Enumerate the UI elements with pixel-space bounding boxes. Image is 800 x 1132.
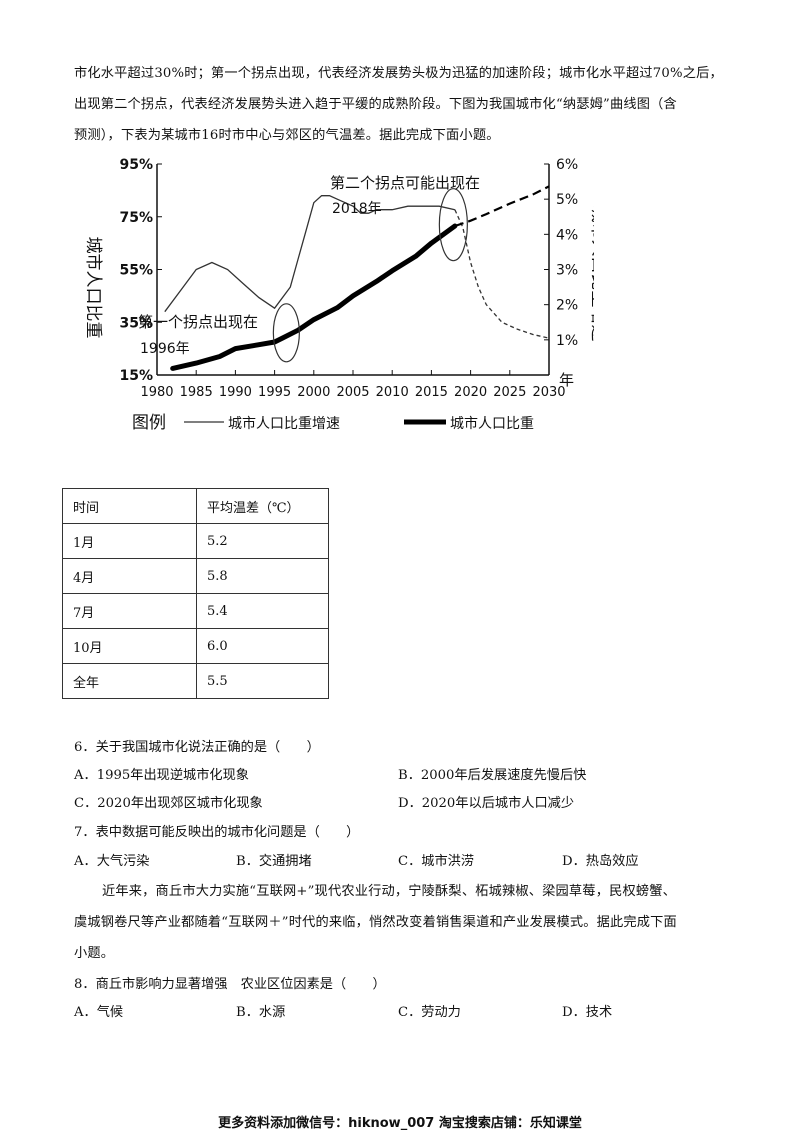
temperature-table: 时间 平均温差（℃） 1月 5.2 4月 5.8 7月 5.4 10月 6.0 … [62,488,329,699]
table-cell: 7月 [62,593,197,629]
question-6-option-a: A．1995年出现逆城市化现象 [74,768,249,783]
question-7-option-b: B．交通拥堵 [236,854,312,869]
table-header-row: 时间 平均温差（℃） [62,488,329,524]
table-row: 全年 5.5 [62,663,329,699]
question-8-option-a: A．气候 [74,1005,124,1020]
legend-urban-ratio-label: 城市人口比重 [450,415,534,432]
table-cell: 5.4 [196,593,329,629]
table-cell: 6.0 [196,628,329,664]
x-tick-label: 2000 [297,385,330,400]
passage-line: 虞城钢卷尺等产业都随着“互联网＋”时代的来临，悄然改变着销售渠道和产业发展模式。… [74,915,677,930]
x-tick-label: 2025 [493,385,526,400]
right-tick-label: 1% [556,333,578,349]
right-axis-unit: 年 [559,371,574,389]
right-tick-label: 6% [556,157,578,173]
x-tick-label: 1990 [219,385,252,400]
question-7-option-a: A．大气污染 [74,854,150,869]
question-8-option-c: C．劳动力 [398,1005,461,1020]
table-row: 1月 5.2 [62,523,329,559]
table-cell: 5.5 [196,663,329,699]
table-cell: 4月 [62,558,197,594]
x-tick-label: 1980 [140,385,173,400]
right-tick-label: 4% [556,227,578,243]
urban-ratio-forecast-line [454,185,550,228]
urban-ratio-line [170,223,458,371]
question-6-stem: 6．关于我国城市化说法正确的是（ ） [74,740,320,755]
left-tick-label: 95% [119,157,153,173]
left-axis-title: 城市人口比重 [83,237,103,339]
question-6-option-d: D．2020年以后城市人口减少 [398,796,575,811]
right-tick-label: 2% [556,298,578,314]
x-tick-label: 1985 [180,385,213,400]
left-tick-label: 15% [119,368,153,384]
passage-line: 小题。 [74,946,115,961]
legend-growth-rate-label: 城市人口比重增速 [228,415,340,432]
question-6-option-c: C．2020年出现郊区城市化现象 [74,796,263,811]
x-tick-label: 2020 [454,385,487,400]
question-7-option-c: C．城市洪涝 [398,854,475,869]
legend-title: 图例 [132,413,166,433]
table-row: 4月 5.8 [62,558,329,594]
growth-rate-line [164,195,456,313]
annotation-second-inflection: 第二个拐点可能出现在 [330,174,480,192]
table-header-cell: 平均温差（℃） [196,488,329,524]
right-tick-label: 3% [556,263,578,279]
question-8-option-d: D．技术 [562,1005,613,1020]
question-7-stem: 7．表中数据可能反映出的城市化问题是（ ） [74,825,360,840]
question-7-option-d: D．热岛效应 [562,854,639,869]
table-cell: 全年 [62,663,197,699]
question-8-stem: 8．商丘市影响力显著增强 农业区位因素是（ ） [74,977,386,992]
right-axis-title: 城市人口比重增速 [588,206,594,342]
table-row: 7月 5.4 [62,593,329,629]
annotation-second-year: 2018年 [332,201,382,217]
x-tick-label: 2005 [336,385,369,400]
left-tick-label: 55% [119,263,153,279]
inflection-point-1-ellipse [272,303,300,363]
right-tick-label: 5% [556,192,578,208]
table-row: 10月 6.0 [62,628,329,664]
intro-line: 出现第二个拐点，代表经济发展势头进入趋于平缓的成熟阶段。下图为我国城市化“纳瑟姆… [74,97,677,112]
footer-note: 更多资料添加微信号：hiknow_007 淘宝搜索店铺：乐知课堂 [218,1116,582,1131]
table-cell: 10月 [62,628,197,664]
table-cell: 5.2 [196,523,329,559]
left-tick-label: 75% [119,210,153,226]
x-tick-label: 2015 [415,385,448,400]
intro-line: 预测），下表为某城市16时市中心与郊区的气温差。据此完成下面小题。 [74,128,500,143]
x-tick-label: 2030 [532,385,565,400]
question-6-option-b: B．2000年后发展速度先慢后快 [398,768,587,783]
x-tick-label: 1995 [258,385,291,400]
x-tick-label: 2010 [376,385,409,400]
intro-line: 市化水平超过30%时；第一个拐点出现，代表经济发展势头极为迅猛的加速阶段；城市化… [74,66,723,81]
annotation-first-year: 1996年 [140,341,190,357]
question-8-option-b: B．水源 [236,1005,286,1020]
annotation-first-inflection: 第一个拐点出现在 [138,313,258,331]
table-cell: 1月 [62,523,197,559]
intro-paragraph: 市化水平超过30%时；第一个拐点出现，代表经济发展势头极为迅猛的加速阶段；城市化… [74,58,750,151]
table-cell: 5.8 [196,558,329,594]
left-tick-label: 35% [119,315,153,331]
growth-rate-forecast-line [454,209,550,339]
table-header-cell: 时间 [62,488,197,524]
passage-2: 近年来，商丘市大力实施“互联网+”现代农业行动，宁陵酥梨、柘城辣椒、梁园草莓，民… [74,876,750,969]
urbanization-chart: 1980 1985 1990 1995 2000 2005 2010 2015 2020 2025… [83,157,594,433]
passage-line: 近年来，商丘市大力实施“互联网+”现代农业行动，宁陵酥梨、柘城辣椒、梁园草莓，民… [102,884,677,899]
inflection-point-2-ellipse [438,188,468,262]
